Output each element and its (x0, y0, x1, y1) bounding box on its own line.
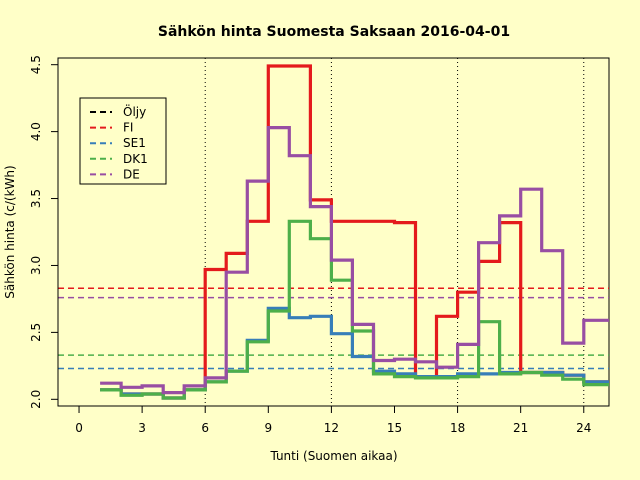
legend-label-2: SE1 (123, 136, 146, 150)
y-tick-label: 4.5 (29, 55, 43, 74)
legend-label-0: Öljy (123, 103, 146, 119)
legend-label-4: DE (123, 167, 140, 181)
x-tick-label: 9 (264, 421, 272, 435)
y-axis-label: Sähkön hinta (c/(kWh) (3, 165, 17, 298)
y-axis: 2.0 2.5 3.0 3.5 4.0 4.5 (29, 55, 59, 409)
x-axis-label: Tunti (Suomen aikaa) (269, 449, 397, 463)
y-tick-label: 3.5 (29, 189, 43, 208)
vertical-reference-lines (204, 58, 585, 406)
y-tick-label: 3.0 (29, 256, 43, 275)
x-tick-label: 18 (450, 421, 465, 435)
mean-lines (58, 287, 609, 370)
legend-label-3: DK1 (123, 152, 148, 166)
x-tick-label: 0 (75, 421, 83, 435)
series-dk1 (100, 219, 609, 400)
y-tick-label: 4.0 (29, 122, 43, 141)
x-axis: 0 3 6 9 12 15 18 21 24 (75, 405, 591, 435)
x-tick-label: 24 (576, 421, 591, 435)
legend-label-1: FI (123, 121, 133, 135)
x-tick-label: 3 (138, 421, 146, 435)
series-de (100, 126, 609, 395)
legend-box (79, 97, 167, 185)
x-tick-label: 6 (201, 421, 209, 435)
x-tick-label: 21 (513, 421, 528, 435)
x-tick-label: 15 (387, 421, 402, 435)
y-tick-label: 2.0 (29, 390, 43, 409)
chart-title: Sähkön hinta Suomesta Saksaan 2016-04-01 (158, 24, 510, 40)
series-se1 (100, 306, 609, 400)
x-tick-label: 12 (324, 421, 339, 435)
series-lines (100, 64, 609, 400)
series-fi (100, 64, 609, 400)
y-tick-label: 2.5 (29, 323, 43, 342)
